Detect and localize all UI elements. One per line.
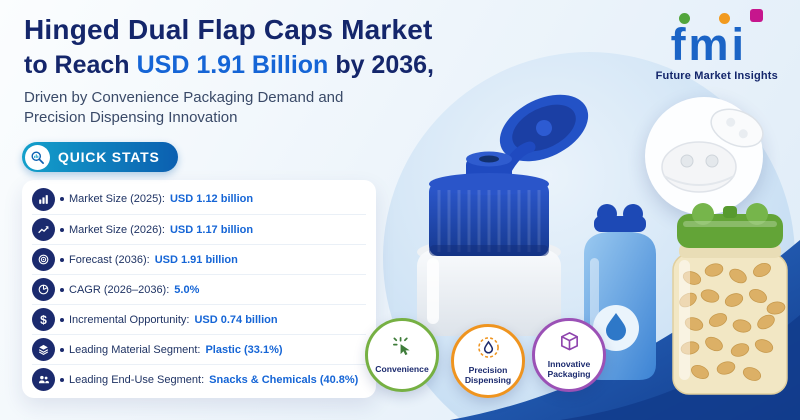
headline-line2: to Reach USD 1.91 Billion by 2036, — [24, 51, 434, 80]
product-peanut-jar — [672, 203, 788, 395]
badge-label: Innovative Packaging — [547, 359, 591, 379]
package-box-icon — [558, 330, 581, 358]
badge-label: Convenience — [375, 364, 429, 375]
bullet-dot — [60, 197, 64, 201]
stat-label: Market Size (2026): — [69, 223, 165, 236]
stat-label: Leading Material Segment: — [69, 343, 201, 356]
headline-subtitle: Driven by Convenience Packaging Demand a… — [24, 88, 434, 129]
dollar-glyph: $ — [40, 312, 47, 327]
stat-value: USD 0.74 billion — [194, 313, 278, 326]
logo-orange-dot-icon — [718, 13, 730, 24]
badge-convenience: Convenience — [365, 318, 439, 392]
stat-value: USD 1.91 billion — [154, 253, 238, 266]
stat-value: Snacks & Chemicals (40.8%) — [209, 373, 359, 386]
pie-chart-icon — [32, 278, 55, 301]
logo-magenta-square-icon — [750, 9, 764, 22]
stat-row-forecast: Forecast (2036): USD 1.91 billion — [32, 244, 366, 274]
product-blue-flip-cap — [429, 94, 589, 256]
subtitle-line1: Driven by Convenience Packaging Demand a… — [24, 89, 344, 106]
line-chart-icon — [32, 218, 55, 241]
headline-reach-prefix: to Reach — [24, 51, 130, 79]
fmi-logo-text: fmi — [670, 19, 748, 70]
product-white-flip-cap — [661, 108, 764, 193]
badge-label: Precision Dispensing — [464, 365, 512, 385]
target-icon — [32, 248, 55, 271]
fmi-logo: fmi Future Market Insights — [655, 9, 778, 82]
bullet-dot — [60, 347, 64, 352]
water-drop-icon — [477, 336, 500, 364]
stat-label: Forecast (2036): — [69, 253, 150, 266]
headline-block: Hinged Dual Flap Caps Market to Reach USD… — [24, 14, 434, 129]
quick-stats-header: QUICK STATS — [22, 142, 178, 172]
stat-label: Incremental Opportunity: — [69, 313, 190, 326]
stat-row-market-size-2026: Market Size (2026): USD 1.17 billion — [32, 214, 366, 244]
bar-chart-icon — [32, 187, 55, 211]
dollar-icon: $ — [32, 308, 55, 331]
bullet-dot — [60, 377, 64, 382]
headline-reach-suffix: by 2036, — [335, 51, 434, 79]
stat-row-cagr: CAGR (2026–2036): 5.0% — [32, 274, 366, 304]
magnifier-chart-icon — [25, 144, 50, 170]
layers-icon — [32, 338, 55, 361]
stat-value: USD 1.12 billion — [169, 193, 254, 205]
stat-value: USD 1.17 billion — [169, 223, 254, 236]
stat-row-leading-end-use: Leading End-Use Segment: Snacks & Chemic… — [32, 364, 366, 394]
bullet-dot — [60, 287, 64, 292]
fmi-logo-mark: fmi — [670, 9, 764, 70]
bullet-dot — [60, 257, 64, 262]
stat-value: 5.0% — [174, 283, 200, 296]
headline-reach-value: USD 1.91 Billion — [136, 51, 329, 79]
stat-label: CAGR (2026–2036): — [69, 283, 170, 296]
stat-value: Plastic (33.1%) — [205, 343, 283, 356]
bullet-dot — [60, 317, 64, 322]
quick-stats-title: QUICK STATS — [58, 149, 160, 165]
tap-gesture-icon — [391, 335, 414, 363]
fmi-logo-tagline: Future Market Insights — [655, 70, 778, 82]
quick-stats-card: Market Size (2025): USD 1.12 billion Mar… — [22, 180, 376, 398]
badge-innovative-packaging: Innovative Packaging — [532, 318, 606, 392]
bullet-dot — [60, 227, 64, 232]
subtitle-line2: Precision Dispensing Innovation — [24, 109, 238, 127]
users-icon — [32, 368, 55, 391]
stat-row-incremental-opportunity: $ Incremental Opportunity: USD 0.74 bill… — [32, 304, 366, 334]
stat-row-market-size-2025: Market Size (2025): USD 1.12 billion — [32, 184, 366, 214]
stat-row-leading-material: Leading Material Segment: Plastic (33.1%… — [32, 334, 366, 364]
stat-label: Leading End-Use Segment: — [69, 373, 205, 386]
logo-green-dot-icon — [678, 13, 690, 24]
page-title: Hinged Dual Flap Caps Market — [24, 14, 433, 45]
quick-stats-panel: QUICK STATS Market Size (2025): USD 1.12… — [22, 142, 376, 398]
badge-precision-dispensing: Precision Dispensing — [451, 324, 525, 398]
stat-label: Market Size (2025): — [69, 193, 165, 205]
